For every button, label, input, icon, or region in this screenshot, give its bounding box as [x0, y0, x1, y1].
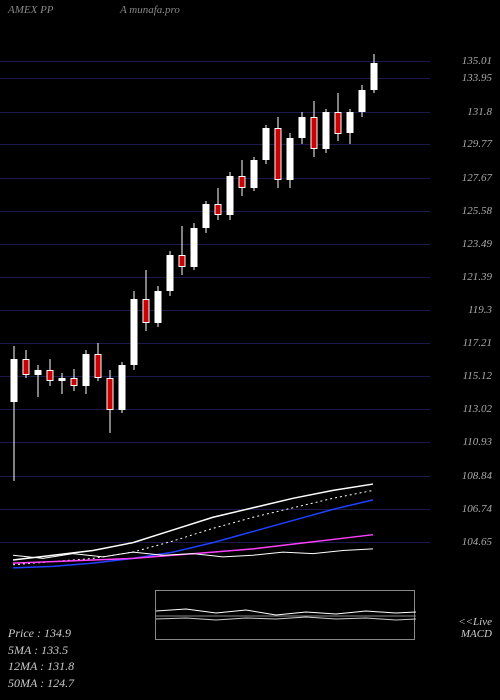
footer-overlay-line: [13, 549, 373, 558]
price-axis-label: 135.01: [462, 55, 492, 67]
gridline: [0, 376, 430, 377]
price-axis-label: 131.8: [467, 106, 492, 118]
ma-line-MA-fast-lower: [13, 490, 373, 564]
price-axis-label: 104.65: [462, 536, 492, 548]
price-axis-label: 108.84: [462, 470, 492, 482]
price-axis-label: 133.95: [462, 72, 492, 84]
price-axis-label: 127.67: [462, 172, 492, 184]
price-axis-label: 110.93: [463, 436, 492, 448]
gridline: [0, 442, 430, 443]
gridline: [0, 178, 430, 179]
info-12ma: 12MA : 131.8: [8, 658, 74, 675]
price-info-box: Price : 134.9 5MA : 133.5 12MA : 131.8 5…: [8, 625, 74, 692]
gridline: [0, 476, 430, 477]
source-label: A munafa.pro: [120, 4, 180, 16]
gridline: [0, 277, 430, 278]
info-price: Price : 134.9: [8, 625, 74, 642]
gridline: [0, 409, 430, 410]
price-axis-label: 117.21: [463, 337, 492, 349]
macd-label: <<Live MACD: [458, 616, 492, 640]
price-axis-label: 113.02: [463, 403, 492, 415]
gridline: [0, 244, 430, 245]
stock-chart: AMEX PP A munafa.pro 135.01 133.95 131.8 12…: [0, 0, 500, 700]
ma-line-MA-slow: [13, 535, 373, 563]
info-50ma: 50MA : 124.7: [8, 675, 74, 692]
gridline: [0, 144, 430, 145]
price-axis-label: 121.39: [462, 271, 492, 283]
info-5ma: 5MA : 133.5: [8, 642, 74, 659]
price-axis-label: 125.58: [462, 205, 492, 217]
price-axis-label: 106.74: [462, 503, 492, 515]
gridline: [0, 542, 430, 543]
price-axis-label: 119.3: [468, 304, 492, 316]
gridline: [0, 509, 430, 510]
macd-panel: [155, 590, 415, 640]
gridline: [0, 61, 430, 62]
ticker-label: AMEX PP: [8, 4, 54, 16]
gridline: [0, 112, 430, 113]
gridline: [0, 78, 430, 79]
ma-line-MA-fast-upper: [13, 484, 373, 560]
gridline: [0, 343, 430, 344]
price-axis-label: 123.49: [462, 238, 492, 250]
price-axis-label: 129.77: [462, 138, 492, 150]
ma-line-MA-mid: [13, 500, 373, 568]
price-axis-label: 115.12: [463, 370, 492, 382]
gridline: [0, 310, 430, 311]
